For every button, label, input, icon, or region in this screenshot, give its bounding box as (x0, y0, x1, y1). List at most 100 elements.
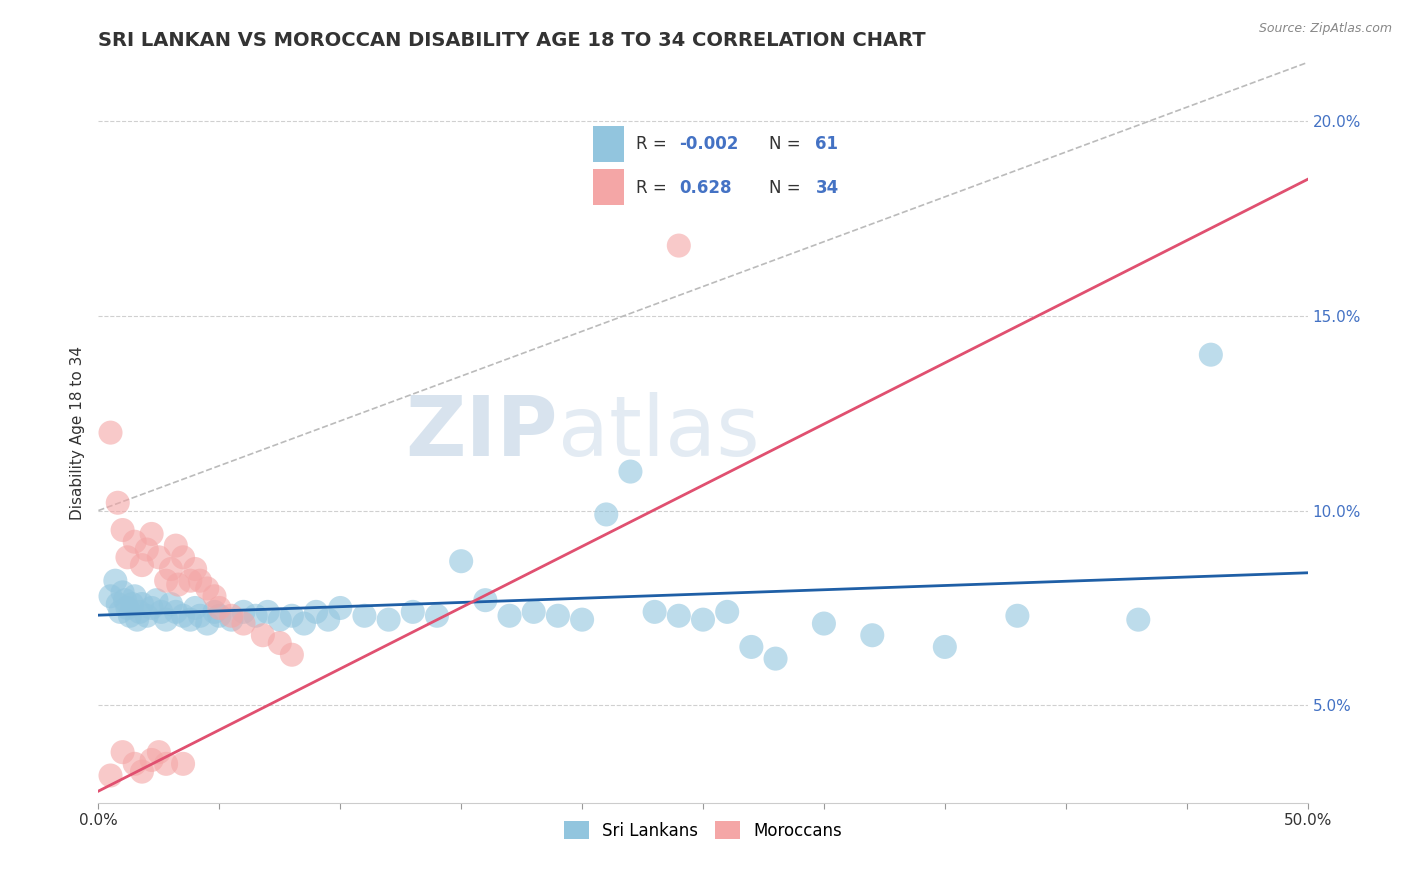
Text: ZIP: ZIP (405, 392, 558, 473)
Point (155, 756, 177, 771)
Point (860, 628, 883, 642)
Point (1007, 608, 1029, 623)
Point (107, 496, 129, 510)
Point (131, 764, 153, 779)
Point (172, 550, 194, 565)
Point (160, 562, 183, 576)
Point (100, 589, 122, 603)
Point (1199, 348, 1222, 362)
Point (118, 608, 141, 623)
Point (172, 608, 194, 623)
Point (128, 605, 150, 619)
Point (245, 608, 267, 623)
Text: -0.002: -0.002 (679, 135, 738, 153)
Point (184, 562, 207, 576)
Y-axis label: Disability Age 18 to 34: Disability Age 18 to 34 (69, 345, 84, 520)
Point (740, 640, 762, 654)
Point (195, 582, 218, 596)
Point (619, 465, 641, 479)
Point (204, 589, 226, 603)
Point (316, 613, 339, 627)
Point (195, 616, 218, 631)
Point (135, 542, 157, 557)
Point (934, 640, 956, 654)
Point (269, 613, 291, 627)
Point (114, 593, 136, 607)
Point (402, 605, 425, 619)
Text: 0.628: 0.628 (679, 179, 733, 197)
Text: R =: R = (636, 179, 672, 197)
Point (1128, 613, 1150, 627)
Point (165, 605, 187, 619)
Point (353, 608, 375, 623)
Point (104, 574, 127, 588)
Point (305, 605, 328, 619)
Point (124, 534, 146, 549)
Point (155, 574, 177, 588)
Point (121, 597, 143, 611)
Point (131, 597, 153, 611)
Point (208, 601, 231, 615)
Point (155, 613, 177, 627)
Point (100, 768, 122, 782)
Point (148, 745, 170, 759)
Point (188, 608, 211, 623)
Point (377, 613, 399, 627)
Text: N =: N = (769, 179, 806, 197)
Text: N =: N = (769, 135, 806, 153)
Bar (593, 169, 624, 205)
Point (668, 238, 690, 252)
Point (221, 608, 243, 623)
Point (281, 608, 304, 623)
Text: 34: 34 (815, 179, 839, 197)
Point (813, 616, 835, 631)
Point (571, 613, 593, 627)
Point (232, 616, 254, 631)
Point (204, 605, 226, 619)
Point (141, 527, 163, 541)
Point (179, 574, 201, 588)
Point (498, 608, 520, 623)
Point (141, 753, 163, 767)
Point (111, 585, 134, 599)
Point (135, 608, 157, 623)
Point (292, 616, 315, 631)
Point (131, 558, 153, 573)
Point (111, 523, 134, 537)
Point (172, 756, 194, 771)
Bar (593, 126, 624, 161)
Legend: Sri Lankans, Moroccans: Sri Lankans, Moroccans (557, 814, 849, 847)
Point (474, 593, 496, 607)
Point (523, 605, 546, 619)
Point (107, 597, 129, 611)
Point (188, 574, 211, 588)
Point (124, 589, 146, 603)
Point (547, 608, 569, 623)
Point (269, 636, 291, 650)
Point (692, 613, 714, 627)
Text: 61: 61 (815, 135, 838, 153)
Text: Source: ZipAtlas.com: Source: ZipAtlas.com (1258, 22, 1392, 36)
Point (127, 613, 149, 627)
Text: SRI LANKAN VS MOROCCAN DISABILITY AGE 18 TO 34 CORRELATION CHART: SRI LANKAN VS MOROCCAN DISABILITY AGE 18… (98, 30, 927, 50)
Point (148, 550, 170, 565)
Point (765, 651, 787, 665)
Point (184, 601, 207, 615)
Point (208, 608, 231, 623)
Point (117, 601, 139, 615)
Point (165, 539, 187, 553)
Point (100, 425, 122, 440)
Text: atlas: atlas (558, 392, 759, 473)
Point (329, 601, 352, 615)
Point (141, 601, 163, 615)
Point (450, 554, 472, 568)
Point (668, 608, 690, 623)
Point (167, 577, 190, 591)
Text: R =: R = (636, 135, 672, 153)
Point (595, 508, 617, 522)
Point (716, 605, 738, 619)
Point (111, 745, 134, 759)
Point (281, 648, 304, 662)
Point (160, 597, 183, 611)
Point (232, 605, 254, 619)
